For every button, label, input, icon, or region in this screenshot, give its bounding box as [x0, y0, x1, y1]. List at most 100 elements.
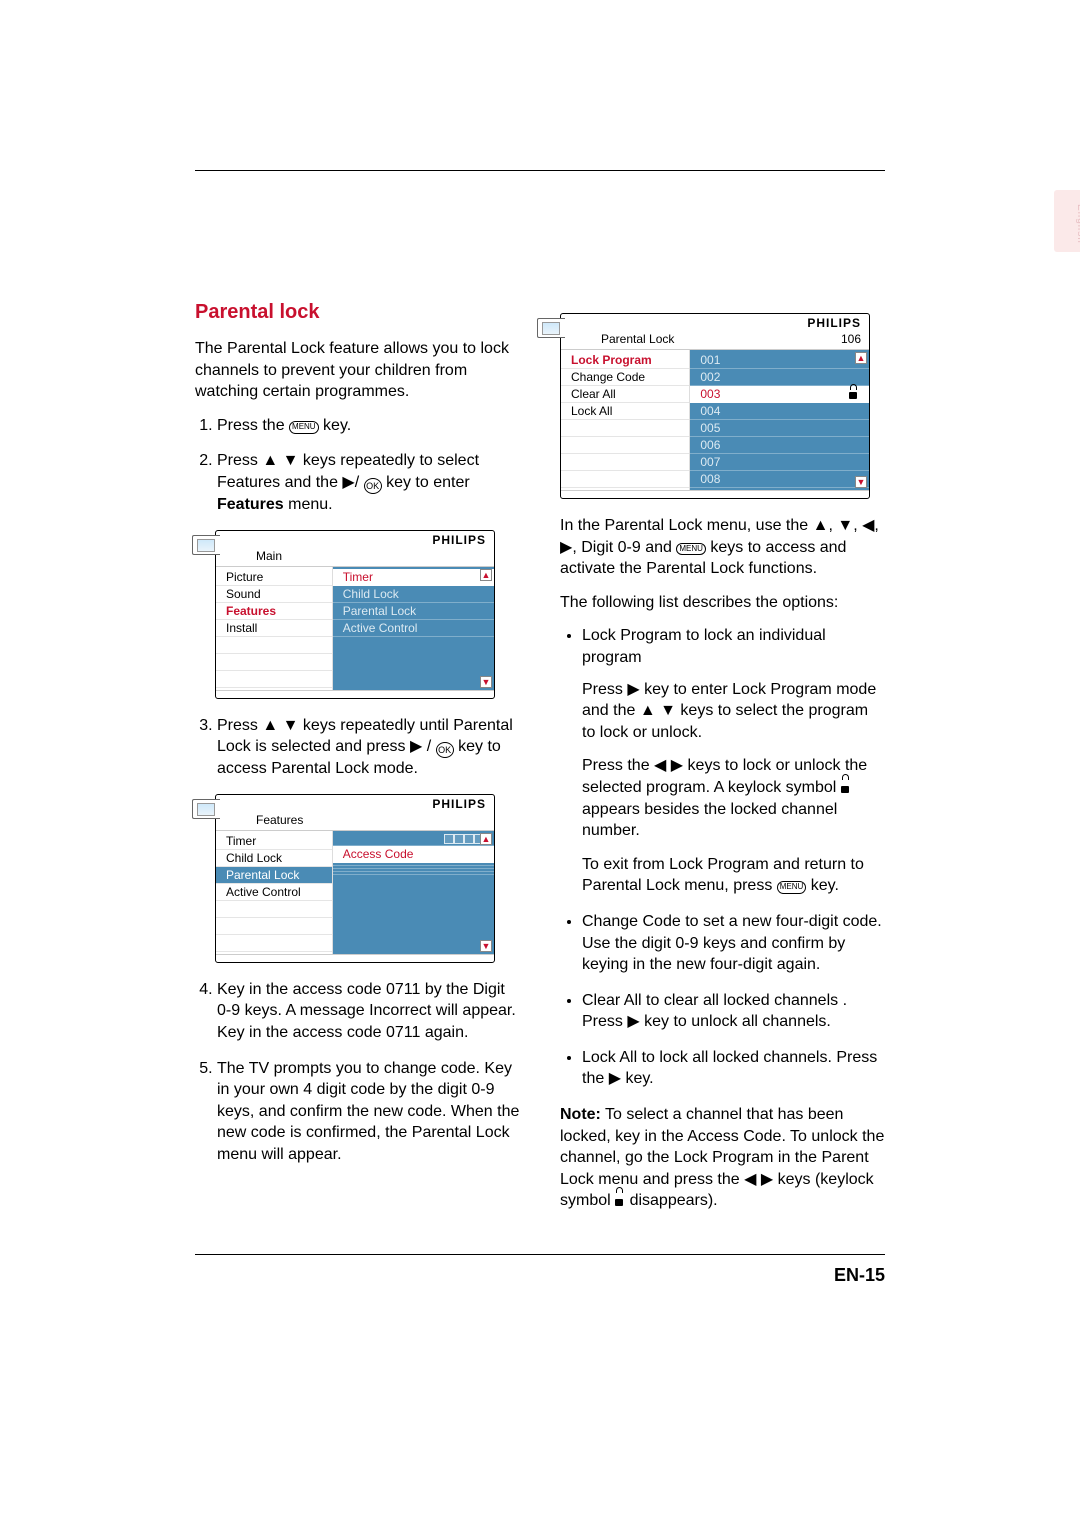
- right-icon: ▶: [627, 681, 639, 698]
- page-number: EN-15: [195, 1265, 885, 1286]
- osd-left-pane: Lock Program Change Code Clear All Lock …: [561, 350, 690, 490]
- sub-paragraph: Press the ◀ ▶ keys to lock or unlock the…: [582, 755, 885, 841]
- submenu-item: Child Lock: [333, 586, 494, 603]
- menu-item: Install: [216, 620, 332, 637]
- right-icon: ▶: [671, 757, 683, 774]
- left-icon: ◀: [744, 1171, 756, 1188]
- intro-paragraph: The Parental Lock feature allows you to …: [195, 338, 520, 403]
- down-icon: ▼: [283, 452, 299, 469]
- right-icon: ▶: [410, 738, 422, 755]
- right-icon: ▶: [609, 1070, 621, 1087]
- menu-item: Sound: [216, 586, 332, 603]
- step-1: Press the MENU key.: [217, 415, 520, 437]
- note-paragraph: Note: To select a channel that has been …: [560, 1104, 885, 1212]
- right-icon: ▶: [761, 1171, 773, 1188]
- ok-key-icon: OK: [436, 742, 454, 758]
- osd-title: Main: [256, 549, 282, 563]
- right-icon: ▶: [342, 474, 354, 491]
- rule-bottom: [195, 1254, 885, 1255]
- channel-row: 001: [690, 352, 869, 369]
- channel-row: 008: [690, 471, 869, 488]
- menu-item: Lock All: [561, 403, 689, 420]
- tv-icon: [192, 535, 220, 555]
- osd-channel-number: 106: [841, 332, 861, 346]
- osd-parental-lock-menu: PHILIPS Parental Lock 106 Lock Program C…: [560, 313, 870, 499]
- channel-row: 002: [690, 369, 869, 386]
- menu-item-selected: Features: [216, 603, 332, 620]
- osd-brand: PHILIPS: [561, 314, 869, 330]
- step-4: Key in the access code 0711 by the Digit…: [217, 979, 520, 1044]
- step-5: The TV prompts you to change code. Key i…: [217, 1058, 520, 1166]
- menu-item-selected: Parental Lock: [216, 867, 332, 884]
- scroll-down-icon: ▼: [480, 940, 492, 952]
- ok-key-icon: OK: [364, 478, 382, 494]
- down-icon: ▼: [837, 517, 853, 534]
- up-icon: ▲: [262, 717, 278, 734]
- steps-list-cont2: Key in the access code 0711 by the Digit…: [195, 979, 520, 1166]
- submenu-item: Active Control: [333, 620, 494, 637]
- up-icon: ▲: [813, 517, 829, 534]
- right-icon: ▶: [627, 1013, 639, 1030]
- channel-row: 005: [690, 420, 869, 437]
- sub-paragraph: To exit from Lock Program and return to …: [582, 854, 885, 897]
- left-column: Parental lock The Parental Lock feature …: [195, 301, 520, 1224]
- steps-list: Press the MENU key. Press ▲ ▼ keys repea…: [195, 415, 520, 516]
- scroll-up-icon: ▲: [855, 352, 867, 364]
- osd-title: Parental Lock: [601, 332, 674, 346]
- lock-icon: [615, 1191, 625, 1203]
- menu-item: Timer: [216, 833, 332, 850]
- up-icon: ▲: [262, 452, 278, 469]
- osd-brand: PHILIPS: [216, 531, 494, 547]
- option-change-code: Change Code to set a new four-digit code…: [582, 911, 885, 976]
- channel-row-locked: 003: [690, 386, 869, 403]
- left-icon: ◀: [654, 757, 666, 774]
- options-list: Lock Program to lock an individual progr…: [560, 625, 885, 1090]
- osd-right-pane: ▲ 001 002 003 004 005 006 007 008 ▼: [690, 350, 869, 490]
- rule-top: [195, 170, 885, 171]
- submenu-item: Timer: [333, 569, 494, 586]
- step-2: Press ▲ ▼ keys repeatedly to select Feat…: [217, 450, 520, 515]
- option-lock-program: Lock Program to lock an individual progr…: [582, 625, 885, 897]
- channel-row: 006: [690, 437, 869, 454]
- menu-item: Clear All: [561, 386, 689, 403]
- osd-left-pane: Timer Child Lock Parental Lock Active Co…: [216, 831, 333, 954]
- option-lock-all: Lock All to lock all locked channels. Pr…: [582, 1047, 885, 1090]
- osd-right-pane: ▲ Access Code ▼: [333, 831, 494, 954]
- menu-item: Active Control: [216, 884, 332, 901]
- menu-key-icon: MENU: [289, 421, 319, 434]
- down-icon: ▼: [283, 717, 299, 734]
- osd-main-menu: PHILIPS Main Picture Sound Features Inst…: [215, 530, 495, 699]
- tv-icon: [192, 799, 220, 819]
- channel-row: 007: [690, 454, 869, 471]
- scroll-down-icon: ▼: [480, 676, 492, 688]
- menu-item: Picture: [216, 569, 332, 586]
- scroll-down-icon: ▼: [855, 476, 867, 488]
- language-tab: English: [1054, 190, 1080, 252]
- submenu-item: Parental Lock: [333, 603, 494, 620]
- lock-icon: [849, 388, 859, 400]
- tv-icon: [537, 318, 565, 338]
- scroll-up-icon: ▲: [480, 833, 492, 845]
- steps-list-cont: Press ▲ ▼ keys repeatedly until Parental…: [195, 715, 520, 780]
- menu-key-icon: MENU: [777, 881, 807, 894]
- menu-item: Child Lock: [216, 850, 332, 867]
- osd-features-menu: PHILIPS Features Timer Child Lock Parent…: [215, 794, 495, 963]
- right-column: PHILIPS Parental Lock 106 Lock Program C…: [560, 301, 885, 1224]
- scroll-up-icon: ▲: [480, 569, 492, 581]
- left-icon: ◀: [862, 517, 874, 534]
- osd-left-pane: Picture Sound Features Install: [216, 567, 333, 690]
- access-code-row: [333, 833, 494, 846]
- down-icon: ▼: [660, 702, 676, 719]
- option-clear-all: Clear All to clear all locked channels .…: [582, 990, 885, 1033]
- paragraph: In the Parental Lock menu, use the ▲, ▼,…: [560, 515, 885, 580]
- osd-right-pane: ▲ Timer Child Lock Parental Lock Active …: [333, 567, 494, 690]
- menu-key-icon: MENU: [676, 543, 706, 556]
- channel-row: 004: [690, 403, 869, 420]
- sub-paragraph: Press ▶ key to enter Lock Program mode a…: [582, 679, 885, 744]
- osd-brand: PHILIPS: [216, 795, 494, 811]
- step-3: Press ▲ ▼ keys repeatedly until Parental…: [217, 715, 520, 780]
- submenu-item: Access Code: [333, 846, 494, 863]
- menu-item: Change Code: [561, 369, 689, 386]
- right-icon: ▶: [560, 539, 572, 556]
- lock-icon: [841, 778, 851, 790]
